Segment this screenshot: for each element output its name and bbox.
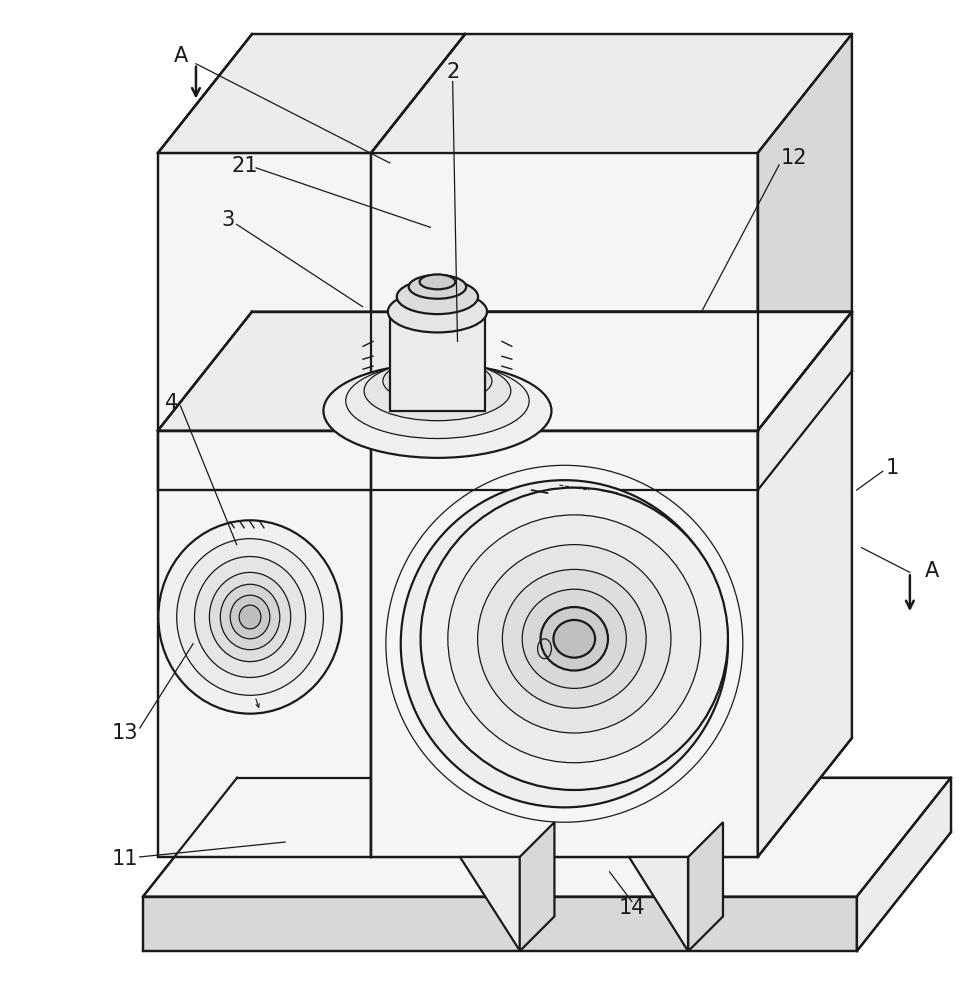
Ellipse shape <box>502 569 646 708</box>
Text: 21: 21 <box>232 156 258 176</box>
Ellipse shape <box>239 605 261 629</box>
Ellipse shape <box>220 584 279 650</box>
Ellipse shape <box>478 545 671 733</box>
Ellipse shape <box>408 275 466 299</box>
Polygon shape <box>460 857 520 951</box>
Polygon shape <box>688 822 723 951</box>
Polygon shape <box>371 312 852 431</box>
Text: 1: 1 <box>886 458 899 478</box>
Polygon shape <box>371 312 852 431</box>
Polygon shape <box>371 431 758 857</box>
Polygon shape <box>758 312 852 857</box>
Ellipse shape <box>523 589 626 688</box>
Ellipse shape <box>323 364 551 458</box>
Polygon shape <box>158 312 852 431</box>
Text: 4: 4 <box>165 393 179 413</box>
Ellipse shape <box>383 359 492 403</box>
Ellipse shape <box>553 620 595 658</box>
Polygon shape <box>390 312 485 411</box>
Ellipse shape <box>401 480 728 807</box>
Ellipse shape <box>231 595 270 639</box>
Polygon shape <box>158 431 371 857</box>
Ellipse shape <box>209 572 291 662</box>
Text: 13: 13 <box>111 723 138 743</box>
Ellipse shape <box>447 515 701 763</box>
Ellipse shape <box>158 520 342 714</box>
Polygon shape <box>158 431 758 490</box>
Polygon shape <box>158 153 371 431</box>
Text: 12: 12 <box>781 148 808 168</box>
Ellipse shape <box>419 274 455 289</box>
Text: 2: 2 <box>446 62 459 82</box>
Polygon shape <box>758 312 852 857</box>
Polygon shape <box>158 34 465 153</box>
Ellipse shape <box>420 488 728 790</box>
Polygon shape <box>857 778 951 951</box>
Ellipse shape <box>364 361 511 421</box>
Ellipse shape <box>540 607 608 671</box>
Ellipse shape <box>194 557 306 677</box>
Text: 14: 14 <box>618 898 645 918</box>
Ellipse shape <box>177 539 323 695</box>
Polygon shape <box>371 153 758 431</box>
Ellipse shape <box>388 291 487 332</box>
Polygon shape <box>158 312 465 431</box>
Polygon shape <box>143 778 951 897</box>
Polygon shape <box>371 431 758 857</box>
Polygon shape <box>520 822 554 951</box>
Ellipse shape <box>397 279 478 314</box>
Polygon shape <box>143 897 857 951</box>
Polygon shape <box>758 34 852 431</box>
Text: 3: 3 <box>222 210 234 230</box>
Text: 11: 11 <box>111 849 138 869</box>
Text: A: A <box>924 561 939 581</box>
Polygon shape <box>371 34 852 153</box>
Text: A: A <box>174 46 189 66</box>
Polygon shape <box>629 857 688 951</box>
Ellipse shape <box>346 363 530 439</box>
Polygon shape <box>758 312 852 490</box>
